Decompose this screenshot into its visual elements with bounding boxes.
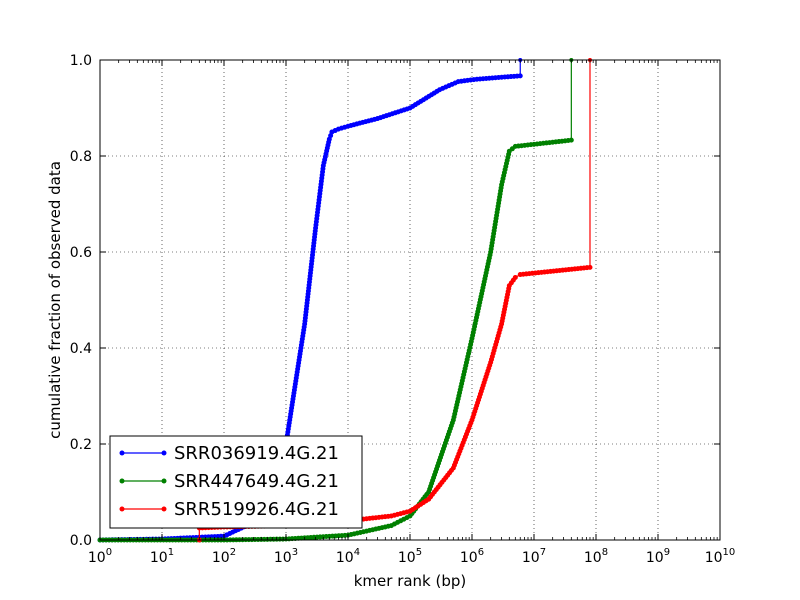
y-axis-label: cumulative fraction of observed data (46, 161, 64, 439)
x-axis-label: kmer rank (bp) (354, 572, 467, 590)
y-tick-label: 0.6 (70, 245, 92, 261)
x-tick-label: 101 (150, 547, 174, 566)
legend-marker-2 (161, 478, 167, 484)
series-marker-1 (517, 73, 523, 79)
legend-marker-3 (161, 506, 167, 512)
x-tick-label: 105 (398, 547, 422, 566)
x-tick-label: 108 (584, 547, 608, 566)
x-tick-label: 1010 (705, 547, 736, 566)
y-tick-label: 0.8 (70, 149, 92, 165)
x-tick-label: 104 (336, 547, 360, 566)
legend-marker-3 (119, 506, 125, 512)
tick-labels: 100 101 102 103 104 105 106 107 108 109 1010 0.0 0.2… (70, 53, 736, 566)
x-tick-label: 102 (212, 547, 236, 566)
legend-box (109, 435, 363, 529)
x-tick-label: 103 (274, 547, 298, 566)
legend-marker-1 (161, 450, 167, 456)
y-tick-label: 1.0 (70, 53, 92, 69)
series-marker-3 (512, 274, 518, 280)
x-tick-label: 106 (460, 547, 484, 566)
ticks (99, 59, 721, 541)
y-tick-label: 0.4 (70, 341, 92, 357)
legend-label-2: SRR447649.4G.21 (174, 471, 339, 492)
legend-marker-1 (119, 450, 125, 456)
x-tick-label: 100 (88, 547, 112, 566)
y-tick-label: 0.0 (70, 533, 92, 549)
series-marker-2 (568, 137, 574, 143)
legend-label-3: SRR519926.4G.21 (174, 499, 339, 520)
series-marker-3 (587, 264, 593, 270)
x-tick-label: 109 (646, 547, 670, 566)
legend: SRR036919.4G.21 SRR447649.4G.21 SRR519926.… (109, 435, 363, 529)
grid (100, 60, 720, 540)
x-tick-label: 107 (522, 547, 546, 566)
legend-label-1: SRR036919.4G.21 (174, 443, 339, 464)
legend-marker-2 (119, 478, 125, 484)
y-tick-label: 0.2 (70, 437, 92, 453)
